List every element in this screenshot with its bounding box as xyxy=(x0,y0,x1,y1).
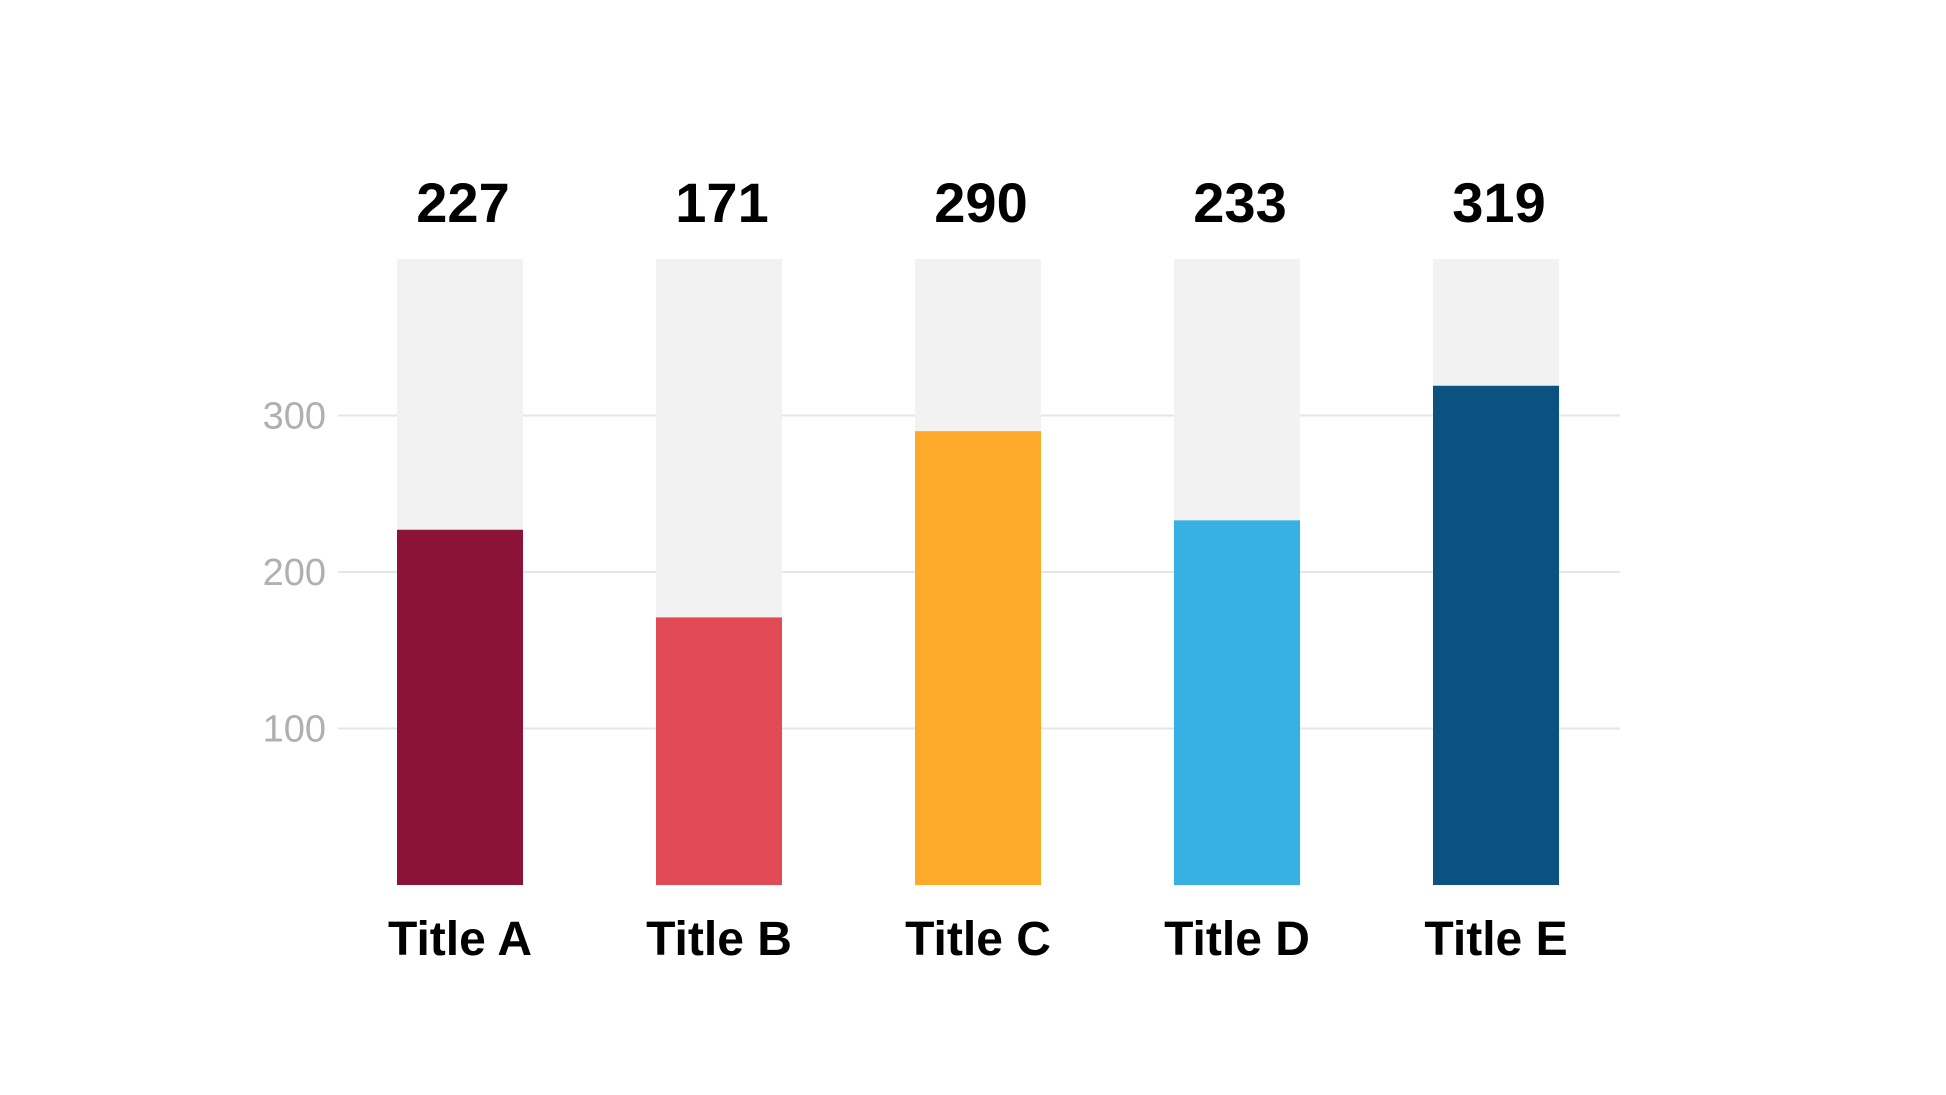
y-axis-tick-labels: 100 200 300 xyxy=(263,396,326,751)
bars xyxy=(397,385,1559,885)
bar xyxy=(397,529,523,885)
bar xyxy=(915,431,1041,885)
y-tick-label: 300 xyxy=(263,396,326,438)
category-label: Title B xyxy=(646,913,792,966)
bar xyxy=(656,617,782,885)
y-tick-label: 200 xyxy=(263,552,326,594)
value-label: 319 xyxy=(1452,171,1545,234)
value-label: 171 xyxy=(675,171,768,234)
value-label: 233 xyxy=(1193,171,1286,234)
category-label: Title E xyxy=(1424,913,1567,966)
category-label: Title C xyxy=(905,913,1051,966)
category-label: Title D xyxy=(1164,913,1310,966)
value-label: 227 xyxy=(416,171,509,234)
y-tick-label: 100 xyxy=(263,709,326,751)
category-labels: Title A Title B Title C Title D Title E xyxy=(388,913,1568,966)
category-label: Title A xyxy=(388,913,532,966)
bar xyxy=(1433,385,1559,885)
value-labels: 227 171 290 233 319 xyxy=(416,171,1545,234)
bar xyxy=(1174,520,1300,885)
value-label: 290 xyxy=(934,171,1027,234)
